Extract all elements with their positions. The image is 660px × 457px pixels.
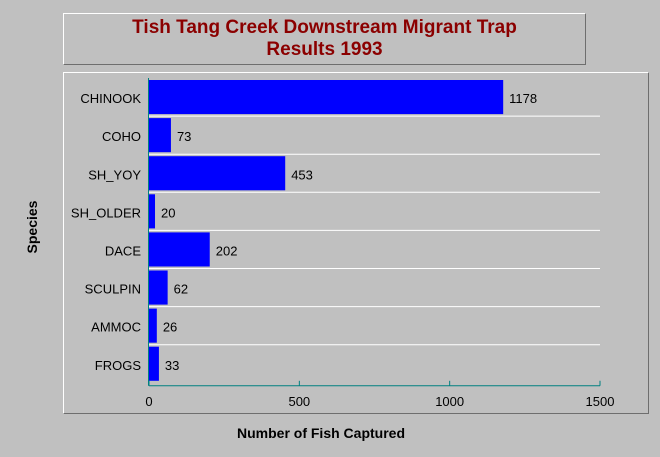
data-label: 453 — [291, 167, 313, 182]
bar — [149, 308, 157, 343]
category-label: SH_YOY — [88, 167, 141, 182]
x-tick-label: 0 — [145, 394, 152, 409]
bar — [149, 346, 159, 381]
x-tick-label: 1500 — [586, 394, 615, 409]
data-label: 26 — [163, 320, 177, 335]
bar — [149, 118, 171, 153]
bar — [149, 194, 156, 229]
category-label: COHO — [102, 129, 141, 144]
bar — [149, 270, 168, 305]
chart-title: Tish Tang Creek Downstream Migrant Trap … — [63, 13, 586, 65]
y-axis-label: Species — [24, 200, 40, 254]
x-tick-label: 1000 — [435, 394, 464, 409]
chart-title-line-2: Results 1993 — [266, 39, 383, 60]
data-label: 202 — [216, 243, 238, 258]
category-label: DACE — [105, 243, 141, 258]
bar — [149, 156, 286, 191]
category-label: SH_OLDER — [71, 205, 141, 220]
chart-title-line-1: Tish Tang Creek Downstream Migrant Trap — [132, 17, 517, 38]
bar — [149, 80, 504, 115]
category-label: CHINOOK — [80, 91, 141, 106]
plot-frame — [63, 72, 649, 414]
category-label: FROGS — [95, 358, 142, 373]
data-label: 20 — [161, 205, 175, 220]
data-label: 62 — [174, 282, 188, 297]
data-label: 33 — [165, 358, 179, 373]
bar — [149, 232, 210, 267]
data-label: 73 — [177, 129, 191, 144]
category-label: SCULPIN — [85, 282, 141, 297]
data-label: 1178 — [509, 91, 537, 106]
x-axis-label: Number of Fish Captured — [236, 425, 406, 441]
category-label: AMMOC — [91, 320, 141, 335]
x-tick-label: 500 — [288, 394, 310, 409]
